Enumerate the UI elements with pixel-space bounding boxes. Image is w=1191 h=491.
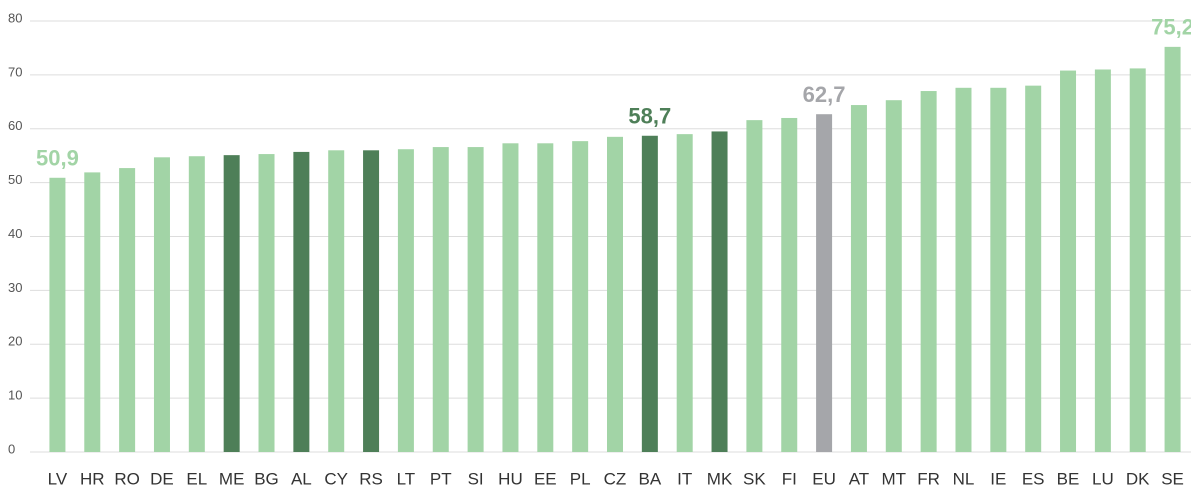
x-tick-label: CY (324, 469, 348, 488)
bar (49, 177, 66, 452)
value-label: 75,2 (1151, 15, 1191, 40)
bar (502, 143, 519, 452)
bar (607, 136, 623, 453)
x-tick-label: ES (1022, 469, 1045, 488)
x-tick-label: AT (849, 469, 869, 488)
bar (711, 131, 728, 452)
y-tick-label: 60 (8, 118, 22, 133)
bar (188, 156, 205, 452)
x-tick-label: HR (80, 469, 105, 488)
bar (1060, 70, 1077, 452)
bar (153, 157, 170, 452)
value-label: 62,7 (803, 82, 846, 107)
bar (1094, 69, 1111, 453)
x-tick-label: FR (917, 469, 940, 488)
bar (641, 135, 658, 452)
bar (816, 114, 833, 453)
x-tick-label: SE (1161, 469, 1184, 488)
x-tick-label: BE (1057, 469, 1080, 488)
y-tick-label: 50 (8, 172, 22, 187)
x-tick-label: AL (291, 469, 312, 488)
x-tick-label: PT (430, 469, 452, 488)
bar (467, 147, 484, 452)
y-tick-label: 80 (8, 10, 22, 25)
x-tick-label: FI (782, 469, 797, 488)
bar (293, 151, 310, 452)
x-tick-label: BA (639, 469, 662, 488)
x-tick-label: MT (882, 469, 907, 488)
bar (850, 105, 867, 453)
bar (537, 143, 554, 452)
bar (1025, 85, 1042, 453)
x-tick-label: LV (48, 469, 68, 488)
x-tick-label: ME (219, 469, 245, 488)
y-tick-label: 0 (8, 441, 15, 456)
x-tick-label: LU (1092, 469, 1114, 488)
x-tick-label: EU (812, 469, 836, 488)
x-tick-label: EL (186, 469, 207, 488)
value-label: 50,9 (36, 146, 79, 171)
bar (676, 134, 693, 452)
x-tick-label: SK (743, 469, 766, 488)
x-tick-label: IE (990, 469, 1006, 488)
bar (328, 150, 345, 453)
x-tick-label: SI (468, 469, 484, 488)
x-tick-label: HU (498, 469, 523, 488)
x-tick-label: LT (397, 469, 416, 488)
bar (363, 150, 380, 453)
y-tick-label: 10 (8, 388, 22, 403)
y-tick-label: 30 (8, 280, 22, 295)
bar (84, 172, 101, 453)
bar (258, 154, 275, 453)
x-tick-label: DK (1126, 469, 1150, 488)
y-tick-label: 70 (8, 64, 22, 79)
bar (920, 91, 937, 452)
x-tick-label: EE (534, 469, 557, 488)
bar (746, 120, 763, 452)
x-tick-label: BG (254, 469, 279, 488)
bar (990, 87, 1007, 453)
bar (781, 117, 798, 452)
bar (1164, 46, 1181, 453)
x-tick-label: DE (150, 469, 174, 488)
x-tick-label: RO (114, 469, 140, 488)
bar (432, 147, 449, 452)
x-tick-label: MK (707, 469, 733, 488)
bar (955, 87, 972, 453)
x-tick-label: PL (570, 469, 591, 488)
bar (1129, 68, 1146, 452)
bar (397, 149, 414, 452)
y-tick-label: 40 (8, 226, 22, 241)
bar (119, 168, 136, 453)
bar (223, 155, 240, 452)
x-tick-label: NL (953, 469, 975, 488)
value-label: 58,7 (628, 104, 671, 129)
x-tick-label: CZ (604, 469, 627, 488)
x-tick-label: IT (677, 469, 692, 488)
bar (572, 141, 589, 453)
bar (885, 100, 902, 452)
y-tick-label: 20 (8, 334, 22, 349)
x-tick-label: RS (359, 469, 383, 488)
